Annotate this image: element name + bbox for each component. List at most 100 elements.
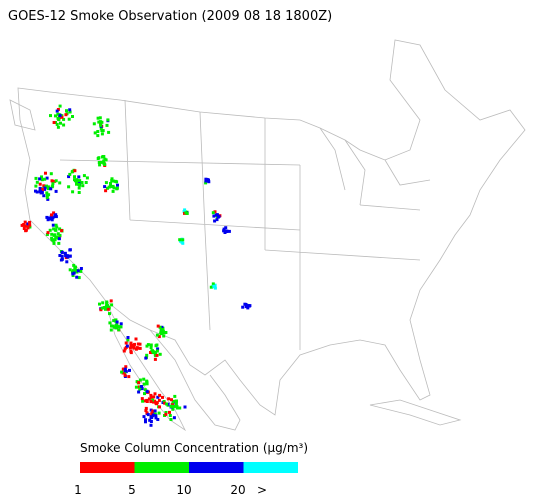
- smoke-pixel: [149, 346, 153, 349]
- smoke-pixel: [96, 116, 100, 120]
- smoke-pixel: [64, 113, 68, 117]
- smoke-pixel: [110, 303, 114, 307]
- smoke-pixel: [53, 238, 57, 242]
- smoke-pixel: [46, 231, 50, 235]
- smoke-pixel: [112, 319, 116, 323]
- smoke-pixel: [104, 307, 107, 311]
- smoke-pixel: [105, 123, 109, 127]
- smoke-pixel: [103, 163, 107, 166]
- smoke-pixel: [129, 350, 133, 353]
- smoke-pixel: [122, 349, 126, 353]
- smoke-pixel: [155, 353, 159, 357]
- smoke-pixel: [54, 223, 58, 227]
- smoke-pixel: [28, 225, 32, 229]
- smoke-pixel: [22, 227, 26, 230]
- smoke-pixel: [243, 302, 247, 306]
- map-title: GOES-12 Smoke Observation (2009 08 18 18…: [8, 9, 332, 24]
- smoke-pixel: [107, 185, 111, 189]
- smoke-pixel: [50, 179, 54, 183]
- smoke-pixel: [213, 286, 217, 290]
- smoke-pixel: [217, 215, 220, 219]
- smoke-pixel: [60, 115, 64, 119]
- smoke-pixel: [149, 396, 153, 400]
- smoke-pixel: [222, 227, 226, 231]
- smoke-pixel: [98, 302, 101, 306]
- smoke-pixel: [182, 210, 186, 213]
- smoke-pixel: [58, 114, 62, 118]
- smoke-pixel: [45, 196, 49, 200]
- smoke-pixels: [20, 104, 252, 427]
- smoke-pixel: [68, 110, 72, 114]
- smoke-pixel: [111, 324, 115, 328]
- smoke-pixel: [62, 123, 66, 127]
- smoke-pixel: [111, 184, 115, 188]
- smoke-pixel: [156, 418, 160, 421]
- smoke-pixel: [97, 120, 101, 124]
- smoke-pixel: [142, 399, 146, 403]
- smoke-pixel: [151, 413, 155, 417]
- smoke-pixel: [126, 336, 130, 339]
- smoke-pixel: [46, 197, 50, 201]
- smoke-pixel: [246, 304, 250, 308]
- smoke-pixel: [215, 218, 219, 222]
- smoke-pixel: [60, 251, 64, 255]
- smoke-pixel: [71, 269, 75, 273]
- smoke-pixel: [68, 248, 72, 252]
- smoke-pixel: [138, 342, 142, 346]
- smoke-pixel: [144, 409, 148, 413]
- smoke-pixel: [104, 189, 108, 193]
- smoke-pixel: [149, 420, 153, 423]
- smoke-pixel: [140, 385, 144, 388]
- colorbar-tick-label: >: [257, 483, 267, 497]
- smoke-pixel: [145, 382, 149, 386]
- smoke-pixel: [77, 183, 81, 186]
- smoke-pixel: [53, 179, 56, 183]
- smoke-pixel: [68, 268, 72, 272]
- smoke-pixel: [184, 211, 188, 215]
- smoke-pixel: [55, 109, 59, 113]
- smoke-pixel: [172, 416, 176, 420]
- smoke-pixel: [68, 172, 72, 176]
- smoke-pixel: [106, 307, 110, 311]
- smoke-pixel: [144, 406, 148, 410]
- legend-title: Smoke Column Concentration (µg/m³): [80, 441, 308, 455]
- smoke-pixel: [50, 232, 54, 236]
- smoke-pixel: [155, 401, 159, 405]
- smoke-pixel: [156, 347, 160, 351]
- smoke-pixel: [142, 382, 146, 386]
- smoke-pixel: [52, 227, 56, 231]
- smoke-pixel: [55, 225, 59, 229]
- smoke-pixel: [38, 177, 42, 181]
- smoke-pixel: [101, 129, 105, 133]
- colorbar: 1 5 10 20 >: [74, 462, 298, 497]
- smoke-pixel: [105, 302, 109, 306]
- smoke-pixel: [215, 213, 219, 217]
- smoke-pixel: [136, 342, 140, 346]
- smoke-pixel: [106, 186, 109, 190]
- colorbar-segment: [189, 462, 244, 473]
- smoke-pixel: [103, 185, 107, 189]
- smoke-pixel: [85, 176, 89, 180]
- smoke-pixel: [153, 357, 157, 361]
- smoke-pixel: [153, 353, 157, 357]
- smoke-pixel: [54, 114, 57, 118]
- smoke-pixel: [74, 269, 77, 273]
- smoke-pixel: [108, 312, 111, 316]
- smoke-pixel: [57, 237, 61, 241]
- smoke-pixel: [110, 179, 114, 182]
- smoke-pixel: [115, 180, 119, 184]
- smoke-pixel: [117, 325, 121, 329]
- smoke-pixel: [109, 328, 113, 332]
- smoke-pixel: [158, 405, 161, 409]
- smoke-pixel: [212, 214, 216, 218]
- smoke-pixel: [51, 223, 55, 227]
- smoke-pixel: [225, 229, 229, 233]
- smoke-pixel: [73, 169, 77, 173]
- colorbar-tick-label: 5: [128, 483, 136, 497]
- smoke-pixel: [50, 218, 54, 222]
- smoke-pixel: [92, 122, 96, 126]
- smoke-pixel: [62, 117, 66, 121]
- smoke-pixel: [24, 228, 28, 232]
- smoke-pixel: [54, 213, 58, 217]
- smoke-pixel: [204, 181, 208, 185]
